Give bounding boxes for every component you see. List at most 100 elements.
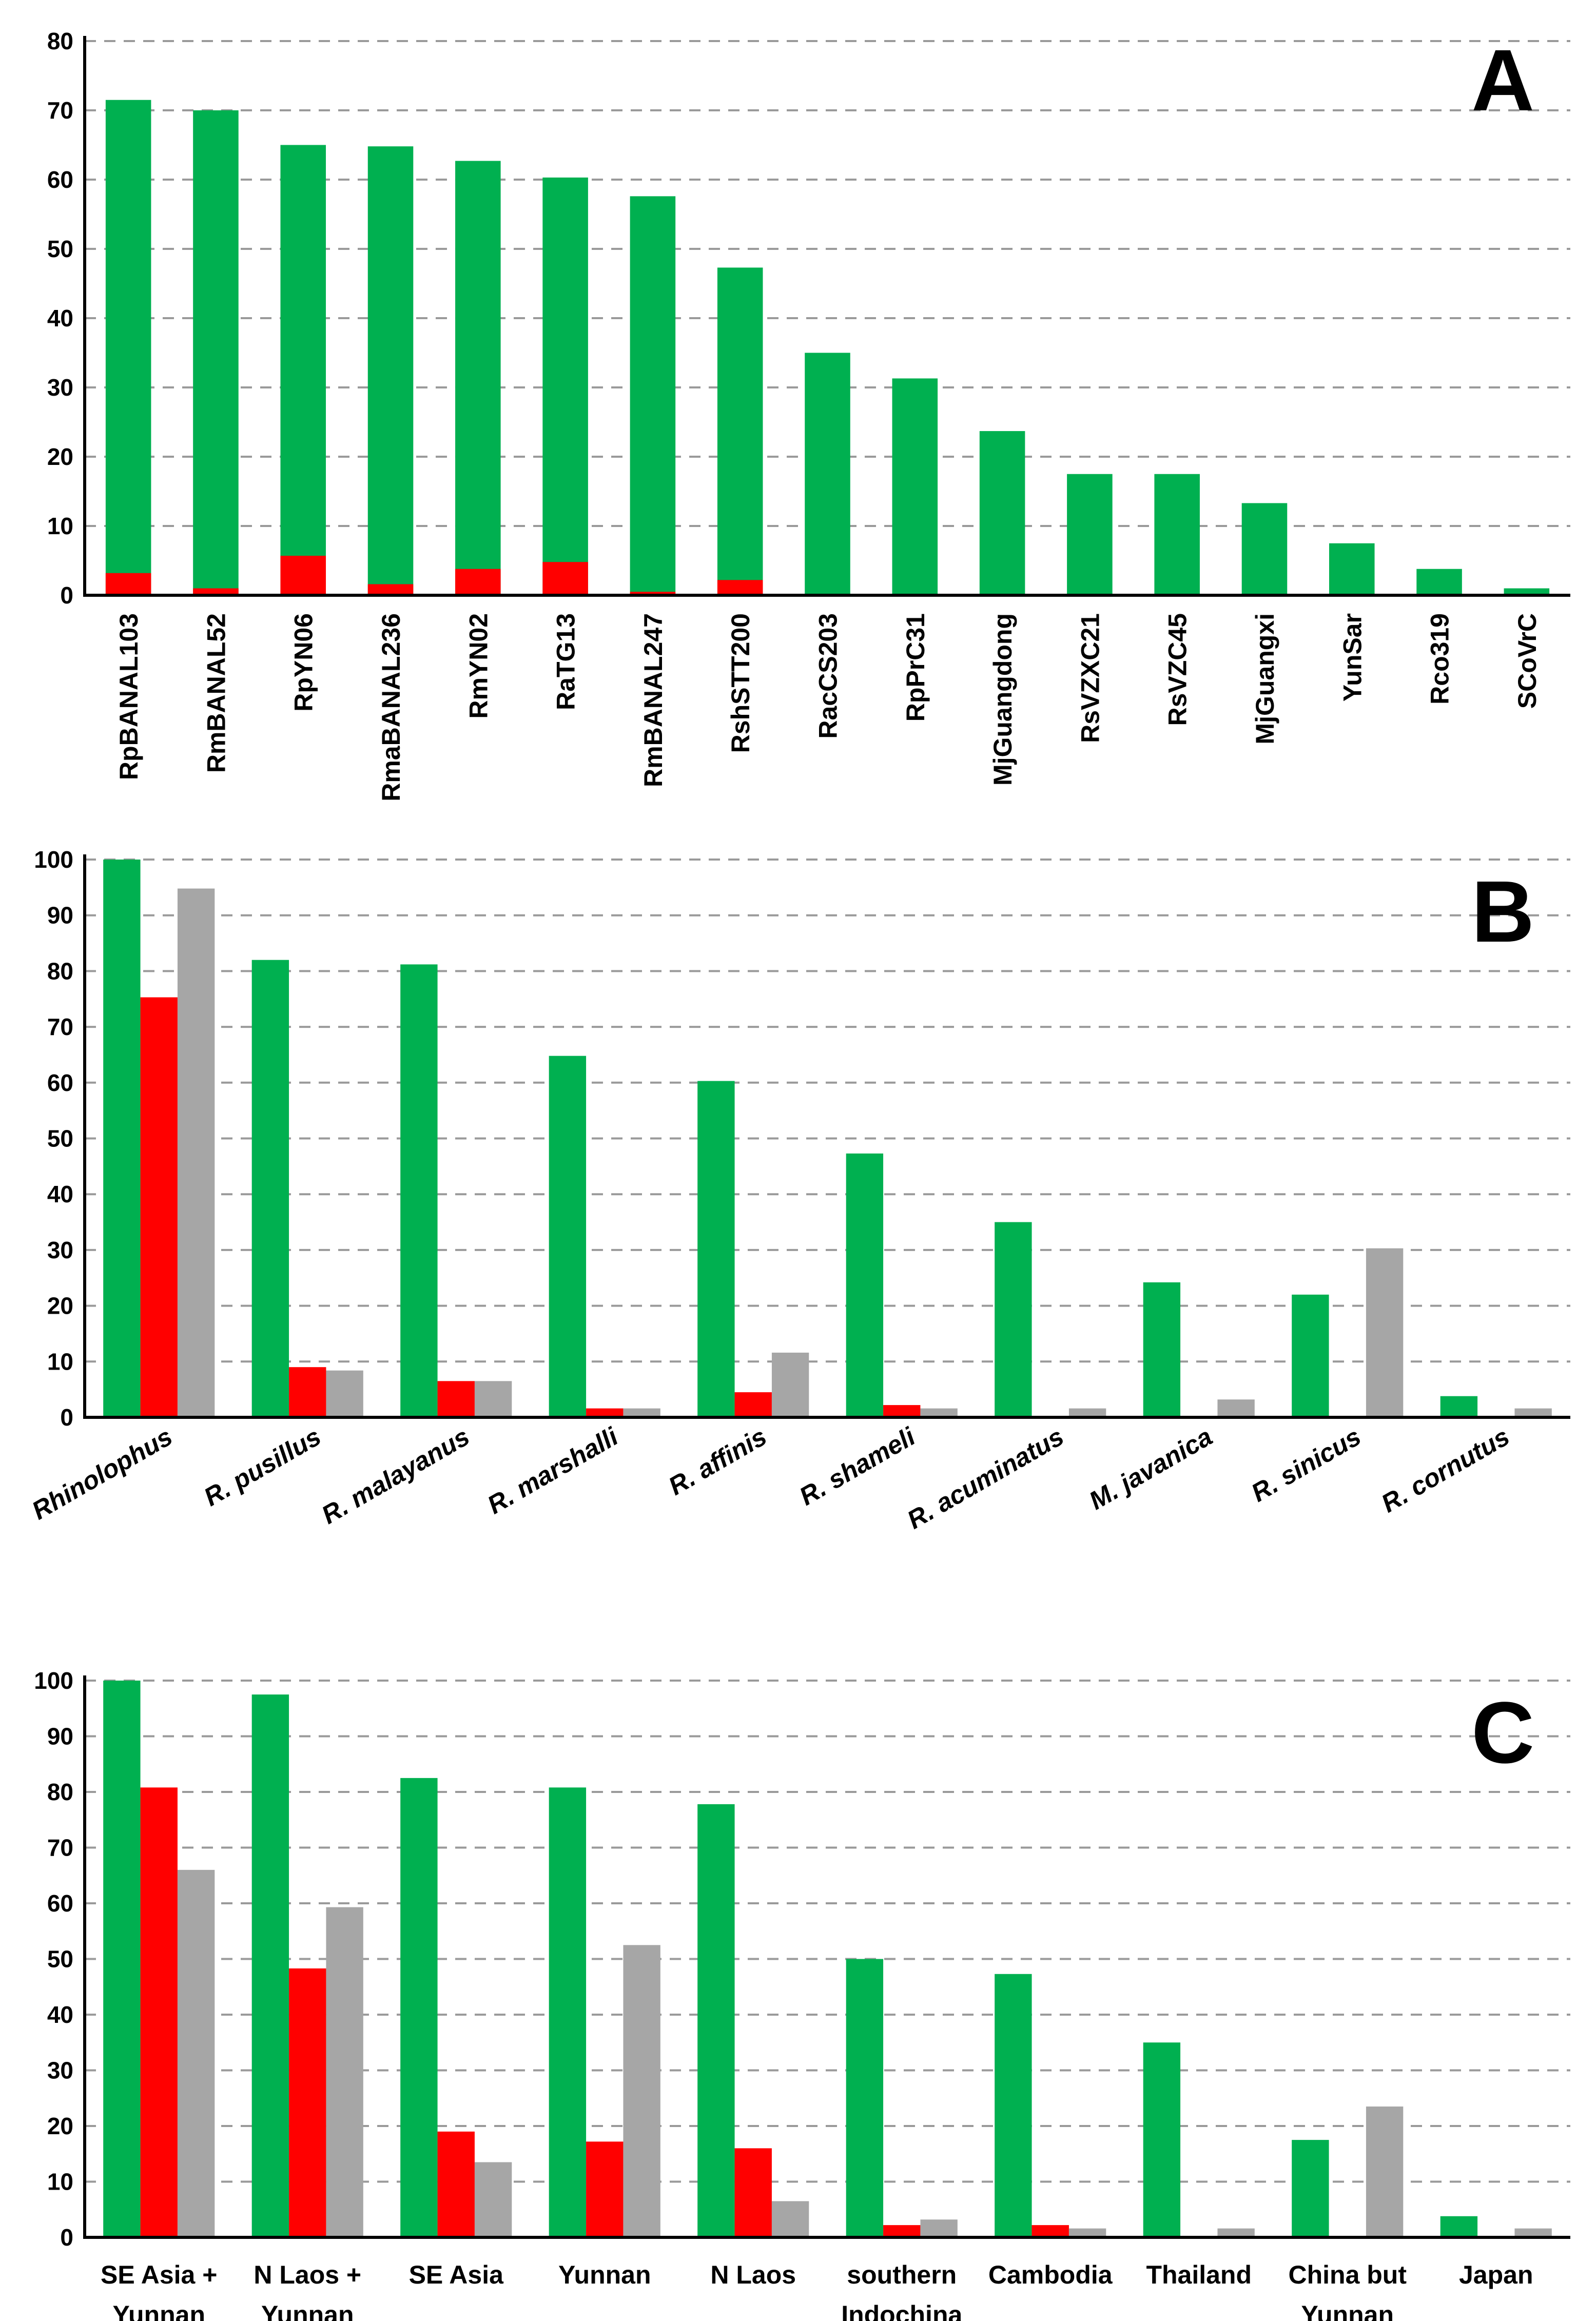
category-label-line: N Laos (710, 2260, 796, 2289)
category-label-line: Cambodia (988, 2260, 1113, 2289)
bar-green-7 (1143, 1282, 1181, 1417)
bar-green-5 (846, 1153, 884, 1417)
bar-red-1 (289, 1367, 326, 1417)
bar-green-2 (400, 964, 438, 1417)
y-tick-label: 50 (47, 1125, 73, 1152)
bar-green-3 (367, 146, 414, 595)
y-tick-label: 10 (47, 1348, 73, 1375)
y-tick-label: 40 (47, 1181, 73, 1207)
bar-gray-7 (1217, 1399, 1255, 1417)
category-label: YunSar (1338, 613, 1367, 701)
bar-red-2 (437, 2131, 475, 2237)
bar-gray-0 (177, 1869, 215, 2237)
y-tick-label: 100 (34, 1667, 73, 1694)
bar-green-5 (542, 177, 588, 595)
bar-red-3 (586, 1408, 624, 1417)
bar-green-6 (630, 196, 676, 595)
category-label: MjGuangxi (1251, 613, 1279, 745)
category-label-line: Yunnan (1301, 2300, 1394, 2321)
category-label: RmaBANAL236 (377, 613, 405, 802)
bar-green-16 (1504, 588, 1550, 595)
bar-gray-9 (1514, 1408, 1552, 1417)
category-label: Japan (1459, 2260, 1533, 2289)
category-label-line: SE Asia + (101, 2260, 217, 2289)
category-label-line: N Laos + (254, 2260, 361, 2289)
category-label-line: Yunnan (112, 2300, 205, 2321)
bar-green-11 (1067, 474, 1113, 595)
bar-gray-9 (1514, 2228, 1552, 2237)
category-label: RpYN06 (289, 613, 318, 712)
y-tick-label: 0 (60, 1404, 73, 1431)
y-tick-label: 20 (47, 443, 73, 470)
bar-gray-3 (623, 1408, 660, 1417)
bar-red-7 (717, 580, 763, 595)
bar-green-7 (1143, 2042, 1181, 2237)
bar-gray-4 (771, 2201, 809, 2237)
category-label-line: Yunnan (261, 2300, 354, 2321)
category-label: RsVZXC21 (1076, 613, 1104, 743)
y-tick-label: 50 (47, 236, 73, 262)
y-tick-label: 40 (47, 2001, 73, 2028)
bar-red-5 (883, 2225, 921, 2237)
bar-green-1 (193, 110, 239, 595)
category-label: RmYN02 (464, 613, 493, 719)
y-tick-label: 60 (47, 1069, 73, 1096)
bar-gray-3 (623, 1945, 660, 2237)
bar-gray-1 (326, 1907, 363, 2237)
bar-green-1 (251, 1694, 289, 2237)
y-tick-label: 80 (47, 1779, 73, 1805)
y-tick-label: 50 (47, 1946, 73, 1973)
category-label: SE Asia + Yunnan (101, 2260, 217, 2321)
bar-red-0 (105, 573, 151, 595)
category-label: SCoVrC (1513, 613, 1542, 709)
bar-red-6 (630, 592, 676, 595)
category-label-line: southern (847, 2260, 957, 2289)
category-label: RacCS203 (814, 613, 843, 739)
bar-green-15 (1416, 569, 1462, 595)
category-label: SE Asia (409, 2260, 504, 2289)
bar-gray-2 (474, 1381, 512, 1417)
bar-red-0 (140, 1787, 178, 2237)
y-tick-label: 10 (47, 2169, 73, 2195)
bar-green-8 (1292, 1294, 1329, 1417)
y-tick-label: 30 (47, 374, 73, 401)
category-label: Thailand (1146, 2260, 1252, 2289)
bar-red-3 (367, 584, 414, 595)
category-label: RsVZC45 (1163, 613, 1192, 726)
y-tick-label: 60 (47, 166, 73, 193)
y-tick-label: 30 (47, 1237, 73, 1263)
category-label: N Laos (710, 2260, 796, 2289)
category-label: RpBANAL103 (114, 613, 143, 780)
category-label: N Laos + Yunnan (254, 2260, 361, 2321)
bar-gray-1 (326, 1370, 363, 1417)
bar-green-10 (979, 431, 1025, 595)
bar-green-12 (1154, 474, 1200, 595)
bar-red-1 (289, 1968, 326, 2237)
bar-green-8 (805, 353, 850, 595)
y-tick-label: 30 (47, 2057, 73, 2084)
y-tick-label: 20 (47, 2113, 73, 2139)
bar-red-2 (437, 1381, 475, 1417)
bar-gray-0 (177, 888, 215, 1417)
category-label: Cambodia (988, 2260, 1113, 2289)
bar-red-6 (1031, 2225, 1069, 2237)
bar-green-4 (697, 1804, 735, 2237)
bar-green-2 (400, 1778, 438, 2237)
y-tick-label: 40 (47, 305, 73, 331)
category-label-line: Indochina (841, 2300, 963, 2321)
y-tick-label: 90 (47, 902, 73, 929)
bar-green-6 (995, 1974, 1032, 2237)
bar-gray-2 (474, 2162, 512, 2237)
bar-red-1 (193, 588, 239, 595)
y-tick-label: 10 (47, 513, 73, 539)
panel-letter: B (1471, 863, 1534, 961)
category-label: RaTG13 (552, 613, 580, 710)
category-label: RmBANAL247 (639, 613, 668, 787)
bar-red-4 (455, 569, 501, 595)
bar-green-6 (995, 1222, 1032, 1417)
bar-green-13 (1241, 503, 1288, 595)
category-label-line: Yunnan (558, 2260, 651, 2289)
category-label: China but Yunnan (1288, 2260, 1407, 2321)
